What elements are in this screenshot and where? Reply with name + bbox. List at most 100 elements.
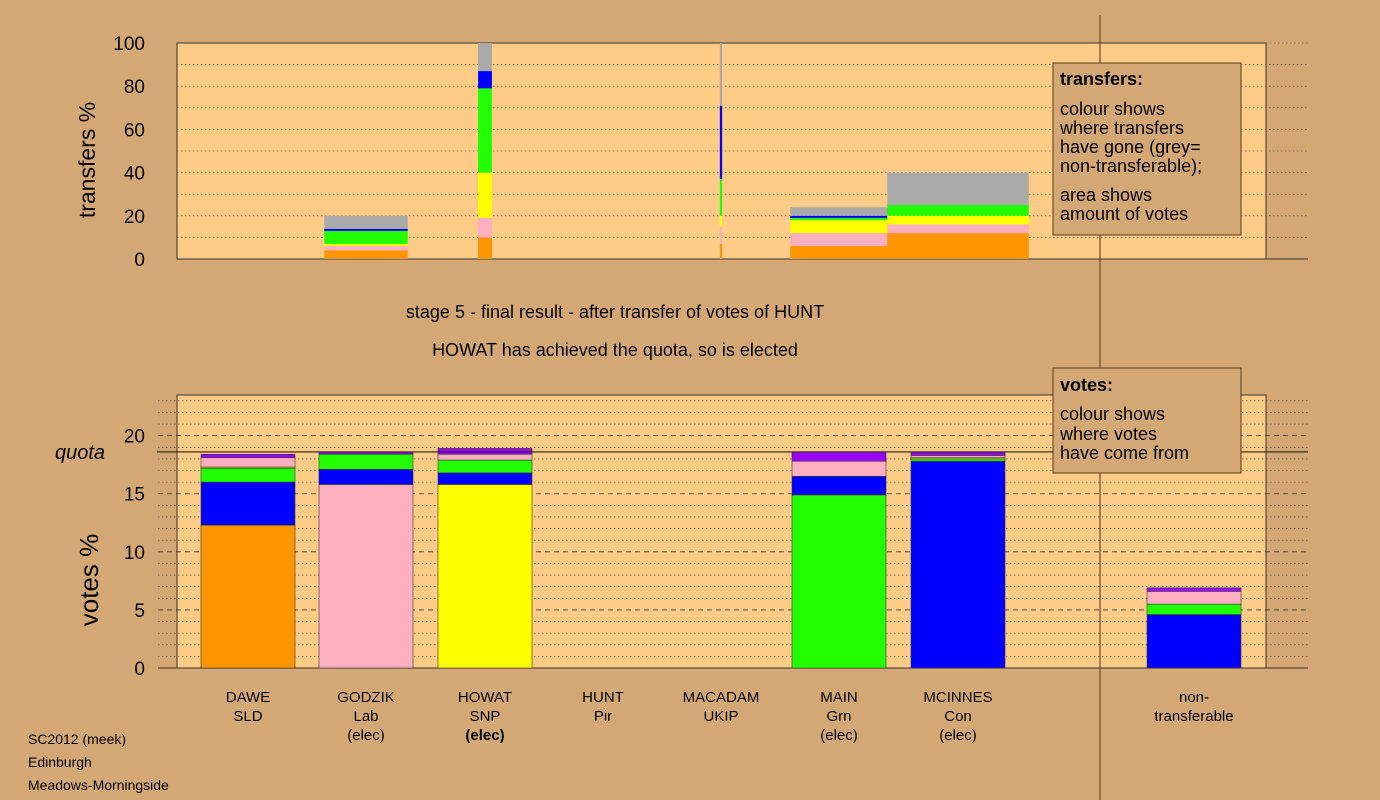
- transfers-y-tick-label: 0: [134, 250, 145, 271]
- candidate-status: (elec): [820, 727, 858, 744]
- candidate-party: Grn: [826, 708, 851, 725]
- candidate-name: DAWE: [226, 689, 270, 706]
- transfers-bar-segment: [790, 215, 888, 218]
- candidate-name: GODZIK: [337, 689, 395, 706]
- transfers-bar-segment: [324, 230, 408, 244]
- transfers-bar-segment: [790, 217, 888, 221]
- transfers-bar-segment: [790, 220, 888, 234]
- stage-title: stage 5 - final result - after transfer …: [406, 302, 824, 322]
- stage-subtitle: HOWAT has achieved the quota, so is elec…: [432, 340, 798, 360]
- votes-bar-segment: [437, 453, 533, 461]
- votes-legend-title: votes:: [1060, 375, 1113, 395]
- candidate-party: UKIP: [703, 708, 738, 725]
- votes-bar-segment: [791, 476, 887, 496]
- candidate-party: Lab: [353, 708, 378, 725]
- votes-bar-segment: [791, 460, 887, 477]
- transfers-bar-segment: [478, 217, 492, 238]
- transfers-bar-segment: [887, 233, 1029, 259]
- votes-y-tick-label: 5: [134, 601, 145, 622]
- transfers-bar-segment: [719, 43, 723, 106]
- candidate-status: (elec): [347, 727, 385, 744]
- votes-bar-segment: [1146, 603, 1242, 615]
- transfers-bar-segment: [719, 226, 723, 244]
- nontransferable-label: non-: [1179, 689, 1209, 706]
- transfers-bar-segment: [887, 224, 1029, 234]
- transfers-bar-segment: [719, 179, 723, 216]
- transfers-legend: transfers: colour shows where transfers …: [1052, 62, 1242, 236]
- votes-bar-segment: [200, 467, 296, 483]
- transfers-bar-segment: [478, 237, 492, 259]
- votes-bar-segment: [318, 484, 414, 669]
- transfers-bar-segment: [719, 243, 723, 259]
- candidate-status: (elec): [939, 727, 977, 744]
- transfers-bar-segment: [790, 233, 888, 247]
- transfers-bar-segment: [324, 215, 408, 229]
- transfers-bar-segment: [887, 172, 1029, 205]
- votes-y-tick-label: 20: [124, 427, 145, 448]
- votes-bar-segment: [791, 451, 887, 462]
- transfers-legend-line: non-transferable);: [1060, 156, 1202, 176]
- transfers-bar-segment: [478, 71, 492, 89]
- votes-bar-segment: [200, 524, 296, 669]
- transfers-bar-segment: [324, 246, 408, 251]
- transfers-bar-segment: [478, 88, 492, 173]
- transfers-bar-segment: [478, 43, 492, 72]
- quota-label: quota: [55, 442, 105, 464]
- votes-legend-line: colour shows: [1060, 404, 1165, 424]
- votes-bar-segment: [437, 472, 533, 485]
- votes-y-tick-label: 15: [124, 485, 145, 506]
- candidate-party: SNP: [470, 708, 501, 725]
- candidate-name: HOWAT: [458, 689, 512, 706]
- votes-bar-segment: [200, 481, 296, 526]
- transfers-legend-line: where transfers: [1059, 118, 1184, 138]
- candidate-name: MAIN: [820, 689, 858, 706]
- votes-bar-segment: [200, 453, 296, 459]
- transfers-y-tick-label: 100: [113, 34, 145, 55]
- transfers-bar-segment: [790, 246, 888, 259]
- transfers-legend-title: transfers:: [1060, 69, 1143, 89]
- candidate-status: (elec): [465, 727, 504, 744]
- candidate-party: Con: [944, 708, 972, 725]
- transfers-bar-segment: [478, 172, 492, 218]
- votes-bar-segment: [1146, 614, 1242, 669]
- votes-bar-segment: [910, 455, 1006, 459]
- transfers-legend-line: amount of votes: [1060, 204, 1188, 224]
- transfers-legend-line: have gone (grey=: [1060, 137, 1201, 157]
- transfers-y-tick-label: 20: [124, 207, 145, 228]
- transfers-y-tick-label: 60: [124, 120, 145, 141]
- candidate-name: MCINNES: [923, 689, 992, 706]
- transfers-bar-segment: [324, 243, 408, 247]
- votes-bar-segment: [318, 453, 414, 470]
- votes-y-tick-label: 0: [134, 659, 145, 680]
- transfers-bar-segment: [719, 105, 723, 180]
- transfers-legend-line: colour shows: [1060, 99, 1165, 119]
- votes-legend-line: have come from: [1060, 443, 1189, 463]
- votes-bar-segment: [437, 459, 533, 474]
- votes-bar-segment: [791, 494, 887, 669]
- candidate-name: MACADAM: [683, 689, 760, 706]
- footer-line: SC2012 (meek): [28, 731, 126, 747]
- transfers-bar-segment: [790, 207, 888, 216]
- transfers-bar-segment: [324, 250, 408, 259]
- nontransferable-label: transferable: [1154, 708, 1233, 725]
- votes-y-tick-label: 10: [124, 543, 145, 564]
- transfers-y-axis-label: transfers %: [74, 102, 100, 218]
- transfers-bar-segment: [324, 228, 408, 231]
- candidate-name: HUNT: [582, 689, 624, 706]
- votes-bar-segment: [437, 484, 533, 669]
- transfers-legend-line: area shows: [1060, 185, 1152, 205]
- votes-y-axis-label: votes %: [74, 534, 104, 627]
- votes-legend: votes: colour shows where votes have com…: [1052, 367, 1242, 474]
- footer-line: Edinburgh: [28, 754, 92, 770]
- votes-bar-segment: [910, 458, 1006, 462]
- transfers-bar-segment: [887, 205, 1029, 216]
- votes-legend-line: where votes: [1059, 424, 1157, 444]
- votes-bar-segment: [910, 460, 1006, 669]
- candidate-party: SLD: [233, 708, 262, 725]
- votes-bar-segment: [318, 469, 414, 485]
- transfers-y-tick-label: 80: [124, 77, 145, 98]
- votes-plot: 0 5 10 15 20 votes % quota: [55, 394, 1308, 680]
- votes-bar-segment: [200, 457, 296, 468]
- candidate-party: Pir: [594, 708, 612, 725]
